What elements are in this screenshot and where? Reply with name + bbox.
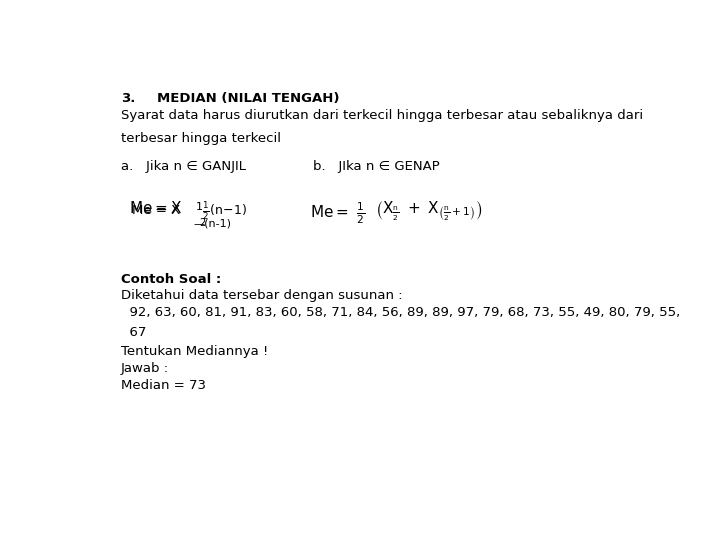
Text: Contoh Soal :: Contoh Soal : — [121, 273, 221, 286]
Text: Jawab :: Jawab : — [121, 362, 168, 375]
Text: $\mathregular{\frac{1}{2}}$$\mathregular{(n\!-\!1)}$: $\mathregular{\frac{1}{2}}$$\mathregular… — [202, 200, 246, 222]
Text: b.   JIka n ∈ GENAP: b. JIka n ∈ GENAP — [313, 160, 440, 173]
Text: Median = 73: Median = 73 — [121, 379, 206, 392]
Text: MEDIAN (NILAI TENGAH): MEDIAN (NILAI TENGAH) — [157, 92, 339, 105]
Text: Me = X: Me = X — [132, 204, 180, 217]
Text: terbesar hingga terkecil: terbesar hingga terkecil — [121, 132, 281, 145]
Text: 2: 2 — [199, 218, 205, 228]
Text: a.   Jika n ∈ GANJIL: a. Jika n ∈ GANJIL — [121, 160, 246, 173]
Text: Syarat data harus diurutkan dari terkecil hingga terbesar atau sebaliknya dari: Syarat data harus diurutkan dari terkeci… — [121, 109, 643, 122]
Text: 92, 63, 60, 81, 91, 83, 60, 58, 71, 84, 56, 89, 89, 97, 79, 68, 73, 55, 49, 80, : 92, 63, 60, 81, 91, 83, 60, 58, 71, 84, … — [121, 306, 680, 319]
Text: $\mathregular{Me = X\ }$: $\mathregular{Me = X\ }$ — [129, 200, 182, 216]
Text: $\mathregular{Me =\ \frac{1}{2}}$: $\mathregular{Me =\ \frac{1}{2}}$ — [310, 200, 366, 226]
Text: 67: 67 — [121, 326, 146, 339]
Text: Tentukan Mediannya !: Tentukan Mediannya ! — [121, 346, 268, 359]
Text: —(n-1): —(n-1) — [193, 219, 231, 228]
Text: 1: 1 — [196, 202, 203, 212]
Text: 3.: 3. — [121, 92, 135, 105]
Text: Diketahui data tersebar dengan susunan :: Diketahui data tersebar dengan susunan : — [121, 289, 402, 302]
Text: $\left(\mathregular{X}_{\mathregular{\frac{n}{2}}}\ +\ \mathregular{X}_{\mathreg: $\left(\mathregular{X}_{\mathregular{\fr… — [374, 200, 482, 223]
